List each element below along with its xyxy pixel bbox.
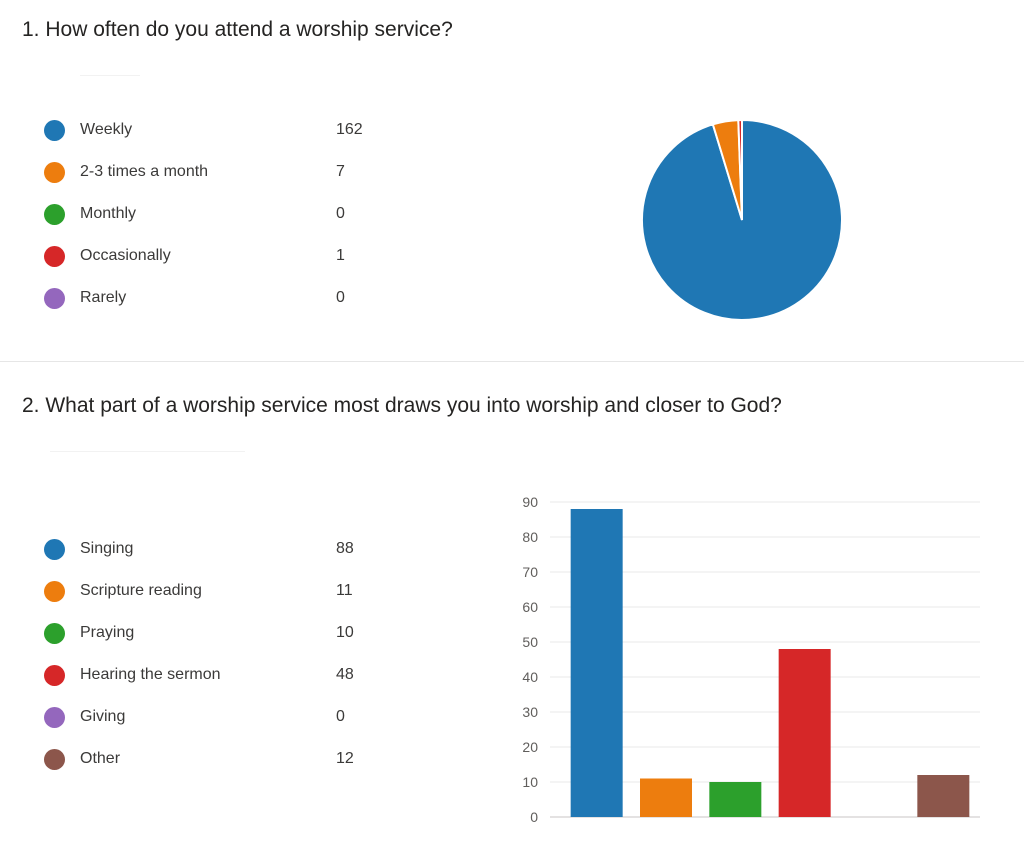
legend-label: 2-3 times a month — [80, 163, 209, 180]
bar-praying — [709, 782, 762, 817]
faint-subtitle-mark — [80, 75, 140, 76]
question-2-title: 2. What part of a worship service most d… — [22, 394, 782, 417]
y-tick-label: 80 — [522, 529, 538, 545]
y-tick-label: 10 — [522, 774, 538, 790]
y-tick-label: 70 — [522, 564, 538, 580]
y-tick-label: 30 — [522, 704, 538, 720]
legend-swatch — [44, 665, 65, 686]
legend-count: 11 — [336, 582, 353, 599]
legend-count: 12 — [336, 750, 354, 767]
legend-item-hearing-the-sermon: Hearing the sermon 48 — [44, 663, 374, 687]
legend-label: Hearing the sermon — [80, 666, 221, 683]
legend-item-occasionally: Occasionally 1 — [44, 244, 374, 268]
y-tick-label: 60 — [522, 599, 538, 615]
legend-item-other: Other 12 — [44, 747, 374, 771]
legend-item-scripture-reading: Scripture reading 11 — [44, 579, 374, 603]
legend-item-2-3-times-a-month: 2-3 times a month 7 — [44, 160, 374, 184]
legend-swatch — [44, 120, 65, 141]
legend-label: Rarely — [80, 289, 127, 306]
legend-swatch — [44, 162, 65, 183]
legend-label: Praying — [80, 624, 135, 641]
legend-label: Giving — [80, 708, 126, 725]
legend-count: 48 — [336, 666, 354, 683]
legend-swatch — [44, 623, 65, 644]
bar-chart: 0 10 20 30 40 50 60 70 80 90 — [522, 494, 980, 825]
y-tick-label: 50 — [522, 634, 538, 650]
legend-item-praying: Praying 10 — [44, 621, 374, 645]
legend-swatch — [44, 204, 65, 225]
bar-scripture-reading — [640, 778, 692, 817]
legend-count: 0 — [336, 708, 345, 725]
pie-chart — [641, 118, 843, 321]
question-1-title: 1. How often do you attend a worship ser… — [22, 18, 453, 41]
y-tick-label: 40 — [522, 669, 538, 685]
bar-singing — [570, 509, 623, 817]
legend-swatch — [44, 246, 65, 267]
bar-hearing-the-sermon — [778, 649, 831, 817]
legend-count: 7 — [336, 163, 345, 180]
legend-count: 162 — [336, 121, 363, 138]
legend-swatch — [44, 707, 65, 728]
legend-item-giving: Giving 0 — [44, 705, 374, 729]
legend-swatch — [44, 581, 65, 602]
legend-item-weekly: Weekly 162 — [44, 118, 374, 142]
legend-label: Singing — [80, 540, 134, 557]
y-tick-label: 20 — [522, 739, 538, 755]
faint-subtitle-mark — [50, 451, 245, 452]
legend-label: Weekly — [80, 121, 133, 138]
legend-count: 88 — [336, 540, 354, 557]
legend-count: 0 — [336, 289, 345, 306]
legend-label: Scripture reading — [80, 582, 202, 599]
legend-item-rarely: Rarely 0 — [44, 286, 374, 310]
legend-item-singing: Singing 88 — [44, 537, 374, 561]
bar-other — [917, 775, 970, 817]
section-divider — [0, 361, 1024, 362]
legend-count: 0 — [336, 205, 345, 222]
legend-count: 1 — [336, 247, 345, 264]
legend-swatch — [44, 288, 65, 309]
legend-label: Monthly — [80, 205, 137, 222]
legend-item-monthly: Monthly 0 — [44, 202, 374, 226]
legend-count: 10 — [336, 624, 354, 641]
legend-label: Occasionally — [80, 247, 171, 264]
legend-label: Other — [80, 750, 121, 767]
legend-swatch — [44, 749, 65, 770]
y-tick-label: 0 — [530, 809, 538, 825]
y-tick-label: 90 — [522, 494, 538, 510]
legend-swatch — [44, 539, 65, 560]
pie-slice-occasionally — [737, 118, 743, 221]
